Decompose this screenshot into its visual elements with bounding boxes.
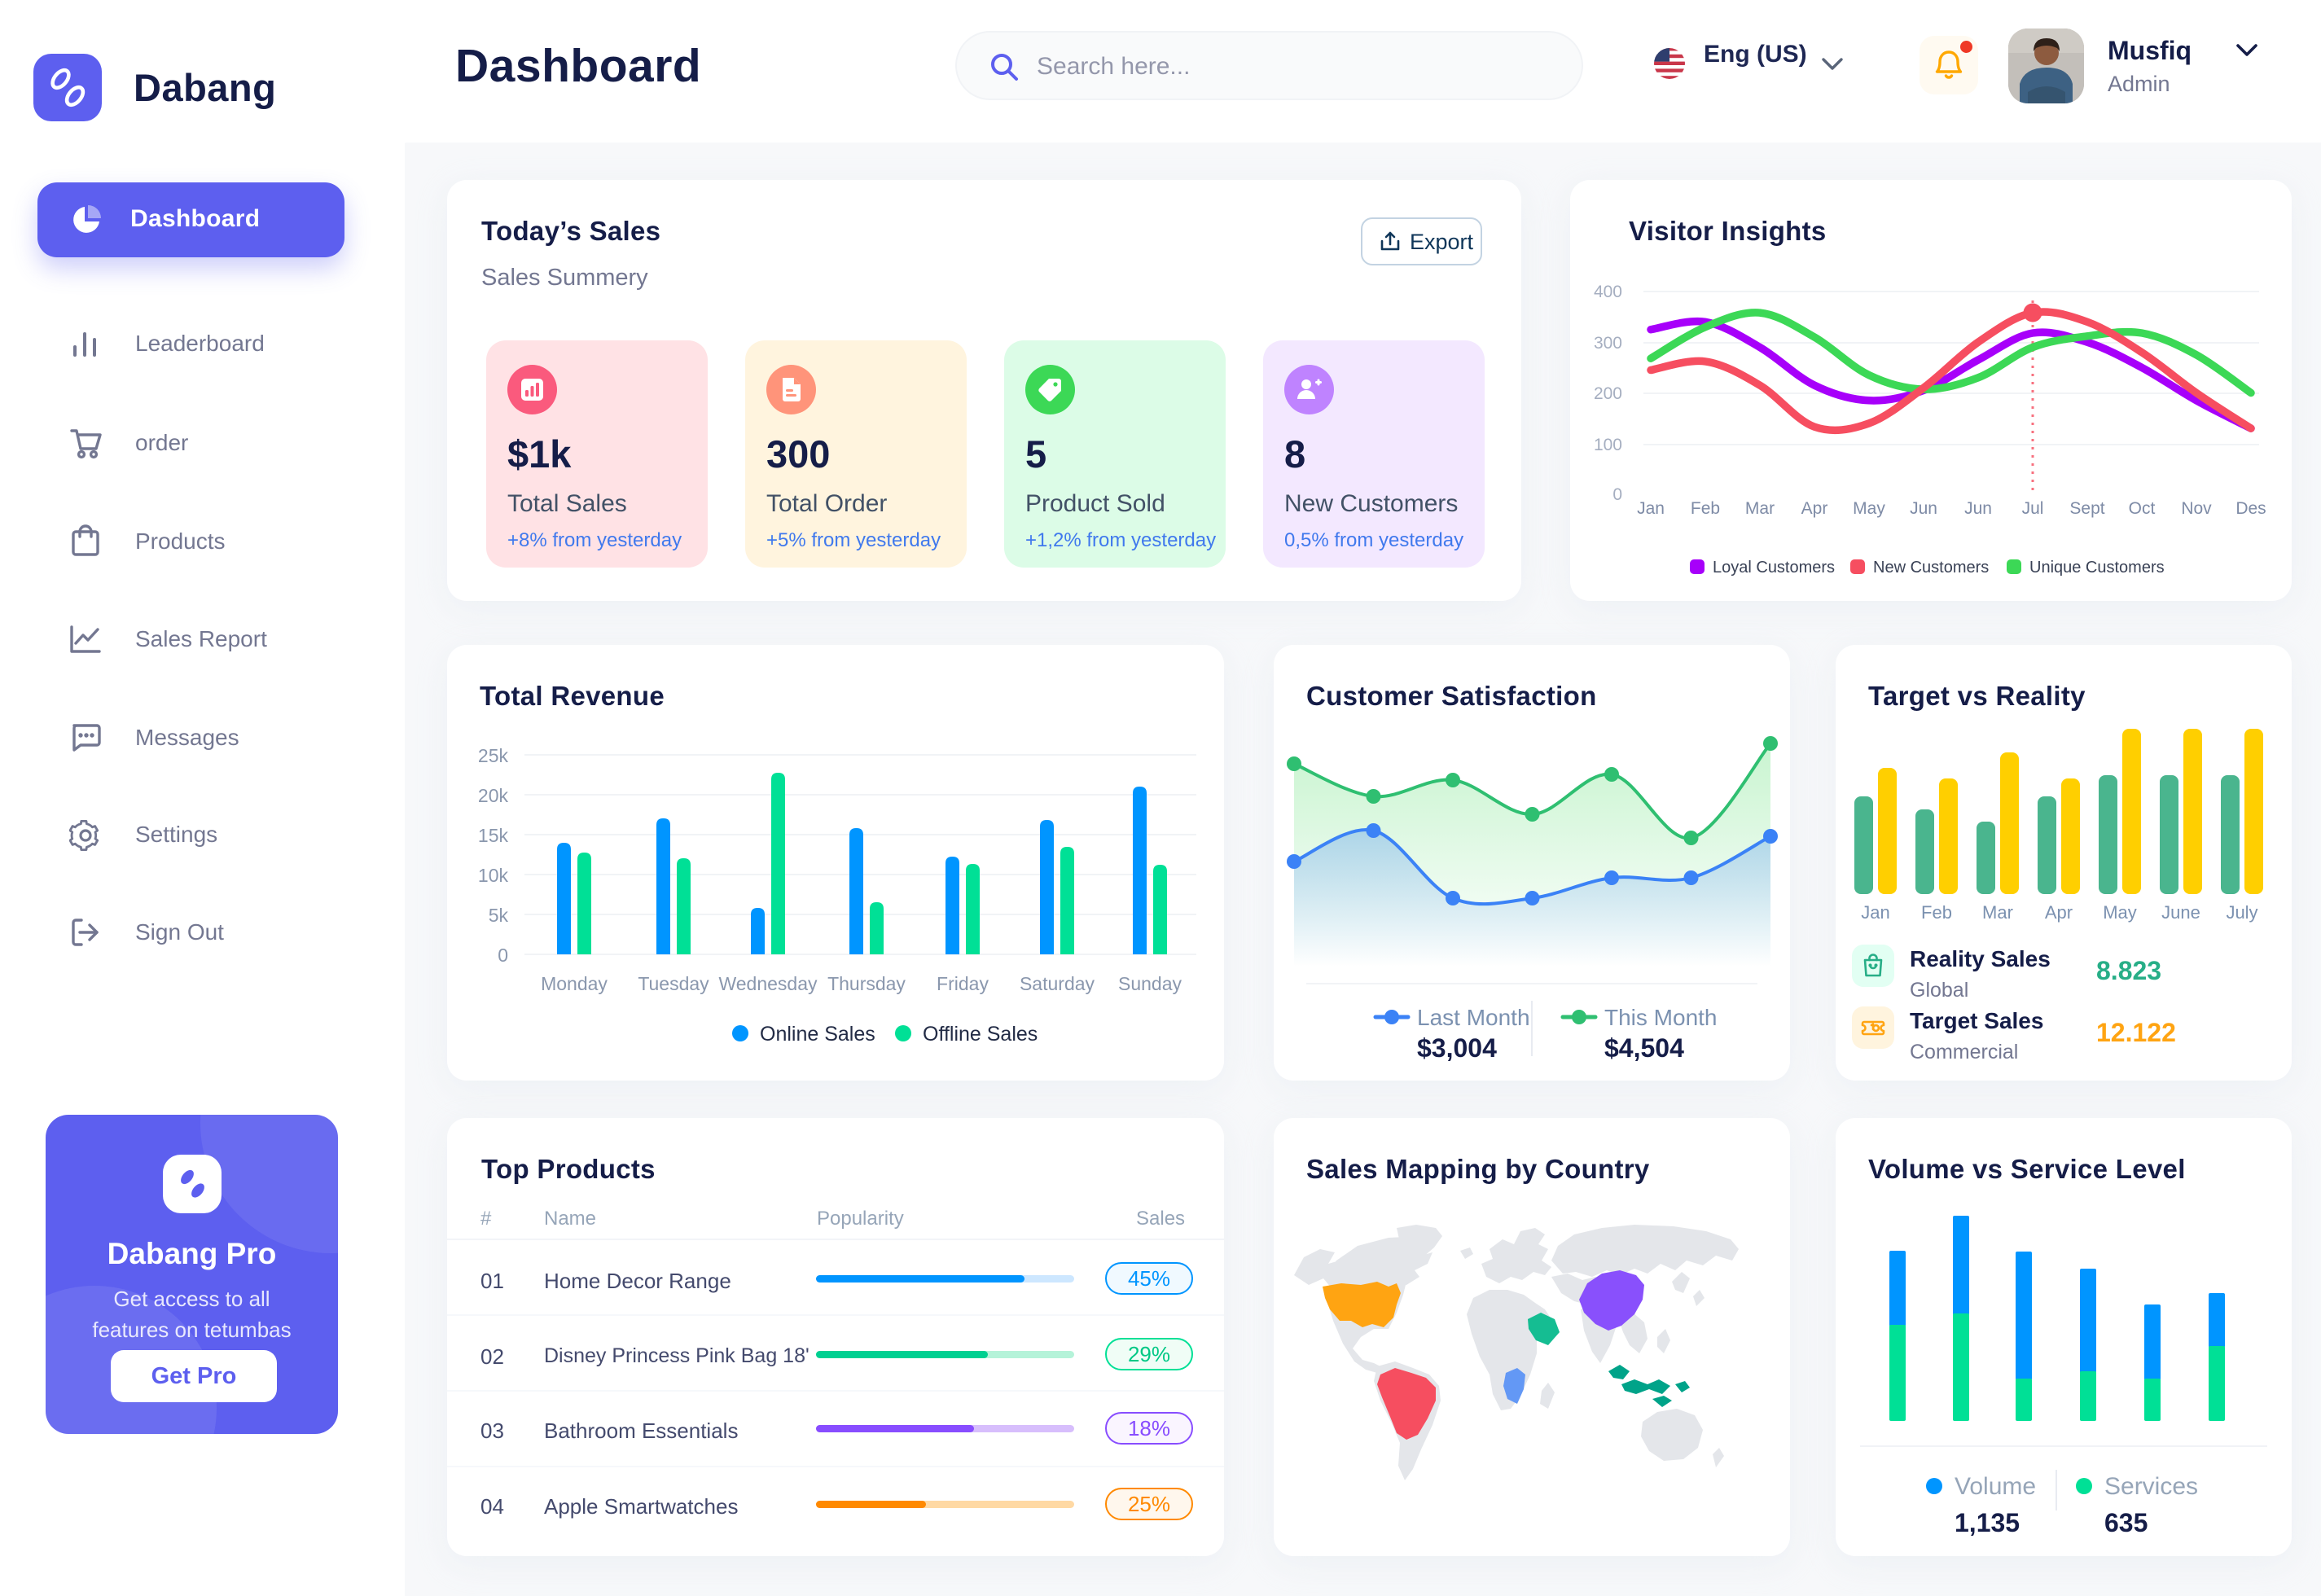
svg-text:Online Sales: Online Sales	[760, 1023, 875, 1046]
svg-text:25k: 25k	[478, 745, 509, 766]
svg-text:Thursday: Thursday	[827, 973, 906, 994]
svg-text:Apr: Apr	[2045, 902, 2073, 923]
svg-text:200: 200	[1594, 384, 1622, 403]
svg-text:Unique Customers: Unique Customers	[2029, 559, 2165, 577]
svg-text:15k: 15k	[478, 825, 509, 846]
svg-text:$3,004: $3,004	[1417, 1033, 1497, 1063]
svg-text:New Customers: New Customers	[1873, 559, 1989, 577]
svg-text:May: May	[2103, 902, 2137, 923]
svg-text:400: 400	[1594, 283, 1622, 301]
svg-text:Sunday: Sunday	[1118, 973, 1182, 994]
svg-text:June: June	[2161, 902, 2200, 923]
svg-text:May: May	[1853, 499, 1885, 518]
svg-text:Last Month: Last Month	[1417, 1005, 1530, 1030]
svg-text:Feb: Feb	[1921, 902, 1952, 923]
svg-text:Mar: Mar	[1982, 902, 2013, 923]
svg-text:Jun: Jun	[1910, 499, 1937, 518]
svg-text:Nov: Nov	[2181, 499, 2212, 518]
svg-text:Tuesday: Tuesday	[638, 973, 709, 994]
svg-text:0: 0	[1612, 485, 1622, 504]
svg-text:20k: 20k	[478, 785, 509, 806]
svg-text:Jun: Jun	[1964, 499, 1992, 518]
svg-text:Jan: Jan	[1637, 499, 1665, 518]
svg-text:Loyal Customers: Loyal Customers	[1713, 559, 1835, 577]
svg-text:Friday: Friday	[937, 973, 989, 994]
svg-text:Jul: Jul	[2022, 499, 2044, 518]
svg-text:Mar: Mar	[1745, 499, 1775, 518]
svg-text:Monday: Monday	[541, 973, 608, 994]
svg-text:$4,504: $4,504	[1604, 1033, 1684, 1063]
svg-text:Sept: Sept	[2069, 499, 2104, 518]
svg-text:Saturday: Saturday	[1020, 973, 1095, 994]
svg-text:Apr: Apr	[1801, 499, 1828, 518]
svg-text:635: 635	[2104, 1508, 2148, 1537]
svg-text:300: 300	[1594, 334, 1622, 353]
svg-text:Jan: Jan	[1861, 902, 1889, 923]
svg-text:Offline Sales: Offline Sales	[923, 1023, 1038, 1046]
svg-text:0: 0	[498, 945, 508, 966]
svg-text:Services: Services	[2104, 1473, 2198, 1500]
svg-text:Oct: Oct	[2129, 499, 2156, 518]
svg-text:Wednesday: Wednesday	[718, 973, 818, 994]
svg-text:Volume: Volume	[1955, 1473, 2036, 1500]
svg-text:This Month: This Month	[1604, 1005, 1718, 1030]
svg-text:1,135: 1,135	[1955, 1508, 2020, 1537]
svg-text:100: 100	[1594, 436, 1622, 454]
svg-text:Des: Des	[2235, 499, 2266, 518]
svg-text:5k: 5k	[489, 905, 509, 926]
svg-text:Feb: Feb	[1691, 499, 1720, 518]
svg-text:July: July	[2226, 902, 2257, 923]
svg-text:10k: 10k	[478, 865, 509, 886]
